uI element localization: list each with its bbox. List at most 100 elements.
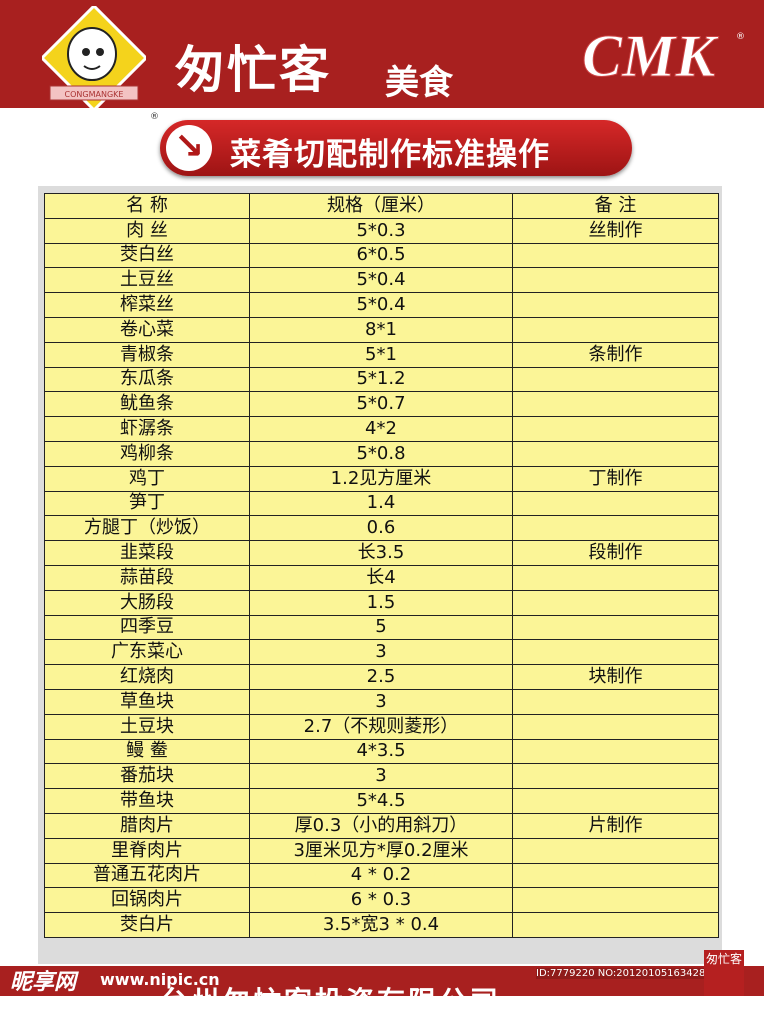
cell-note: 条制作 [512,341,719,368]
logo-text: CONGMANGKE [65,90,124,99]
cell-note [512,614,719,641]
table-row: 鳗 鲞 4*3.5 [44,738,719,765]
cell-note [512,862,719,889]
cell-name: 鳗 鲞 [44,738,250,765]
mascot-logo-icon: CONGMANGKE [42,6,146,110]
cell-note [512,763,719,790]
cell-spec: 5 [249,614,513,641]
cell-note [512,564,719,591]
cell-note [512,416,719,442]
cell-note [512,713,719,740]
cell-spec: 厚0.3（小的用斜刀） [249,812,513,839]
cell-name: 方腿丁（炒饭） [44,515,250,542]
cell-note [512,788,719,814]
cell-note [512,391,719,418]
cell-spec: 长3.5 [249,540,513,566]
cell-name: 茭白片 [44,912,250,938]
cell-spec: 6 * 0.3 [249,887,513,914]
cell-spec: 6*0.5 [249,242,513,269]
cell-name: 土豆块 [44,713,250,740]
cell-spec: 1.5 [249,589,513,616]
cell-spec: 5*4.5 [249,788,513,814]
watermark-site: 昵享网 [10,970,77,995]
table-row: 番茄块 3 [44,763,719,790]
table-row: 普通五花肉片 4 * 0.2 [44,862,719,889]
cell-name: 腊肉片 [44,812,250,839]
cell-note [512,688,719,715]
cell-note [512,639,719,666]
table-header-row: 名 称 规格（厘米） 备 注 [44,193,719,219]
cell-note [512,366,719,393]
arrow-down-right-icon: ↘ [166,125,212,171]
table-row: 方腿丁（炒饭） 0.6 [44,515,719,542]
watermark-url: www.nipic.cn [100,970,220,989]
cell-name: 韭菜段 [44,540,250,566]
cell-name: 鸡柳条 [44,440,250,467]
table-row: 大肠段 1.5 [44,589,719,616]
cell-name: 虾潺条 [44,416,250,442]
cell-note: 丁制作 [512,465,719,492]
cell-spec: 4*2 [249,416,513,442]
cell-spec: 5*0.3 [249,217,513,244]
cell-spec: 2.7（不规则菱形） [249,713,513,740]
table-row: 土豆丝 5*0.4 [44,267,719,294]
cell-name: 卷心菜 [44,316,250,343]
registered-mark-cmk: ® [736,32,745,42]
cell-spec: 8*1 [249,316,513,343]
cell-note: 块制作 [512,664,719,690]
table-row: 韭菜段 长3.5 段制作 [44,540,719,566]
table-row: 蒜苗段 长4 [44,564,719,591]
table-row: 里脊肉片 3厘米见方*厚0.2厘米 [44,837,719,864]
table-row: 青椒条 5*1 条制作 [44,341,719,368]
footer-band [0,966,764,996]
table-row: 肉 丝 5*0.3 丝制作 [44,217,719,244]
cell-spec: 5*0.7 [249,391,513,418]
cell-spec: 5*1.2 [249,366,513,393]
page-title: 菜肴切配制作标准操作 [230,137,550,173]
cell-name: 大肠段 [44,589,250,616]
cell-note [512,267,719,294]
table-row: 土豆块 2.7（不规则菱形） [44,713,719,740]
cell-note [512,738,719,765]
registered-mark: ® [150,112,159,122]
cell-note: 片制作 [512,812,719,839]
cell-name: 广东菜心 [44,639,250,666]
cell-spec: 5*0.4 [249,292,513,318]
table-row: 东瓜条 5*1.2 [44,366,719,393]
cell-name: 带鱼块 [44,788,250,814]
cell-spec: 2.5 [249,664,513,690]
table-row: 茭白片 3.5*宽3 * 0.4 [44,912,719,938]
cell-note [512,316,719,343]
title-banner: ↘ 菜肴切配制作标准操作 [160,120,632,176]
cell-name: 番茄块 [44,763,250,790]
table-row: 鸡丁 1.2见方厘米 丁制作 [44,465,719,492]
cell-spec: 3厘米见方*厚0.2厘米 [249,837,513,864]
cell-spec: 1.4 [249,490,513,517]
table-row: 带鱼块 5*4.5 [44,788,719,814]
cell-note [512,515,719,542]
cell-spec: 5*1 [249,341,513,368]
cell-note [512,490,719,517]
table-row: 茭白丝 6*0.5 [44,242,719,269]
cell-spec: 3 [249,763,513,790]
cell-name: 鱿鱼条 [44,391,250,418]
cell-note [512,292,719,318]
seal-stamp: 匆忙客 [704,950,744,996]
table-row: 鱿鱼条 5*0.7 [44,391,719,418]
cell-name: 茭白丝 [44,242,250,269]
cell-name: 笋丁 [44,490,250,517]
table-row: 腊肉片 厚0.3（小的用斜刀） 片制作 [44,812,719,839]
table-row: 回锅肉片 6 * 0.3 [44,887,719,914]
table-row: 笋丁 1.4 [44,490,719,517]
table-row: 广东菜心 3 [44,639,719,666]
brand-name: 匆忙客 [175,41,331,99]
cell-name: 鸡丁 [44,465,250,492]
table-row: 虾潺条 4*2 [44,416,719,442]
cell-name: 土豆丝 [44,267,250,294]
cell-name: 蒜苗段 [44,564,250,591]
table-row: 卷心菜 8*1 [44,316,719,343]
cell-name: 青椒条 [44,341,250,368]
table-row: 四季豆 5 [44,614,719,641]
cell-note [512,242,719,269]
cell-note [512,837,719,864]
